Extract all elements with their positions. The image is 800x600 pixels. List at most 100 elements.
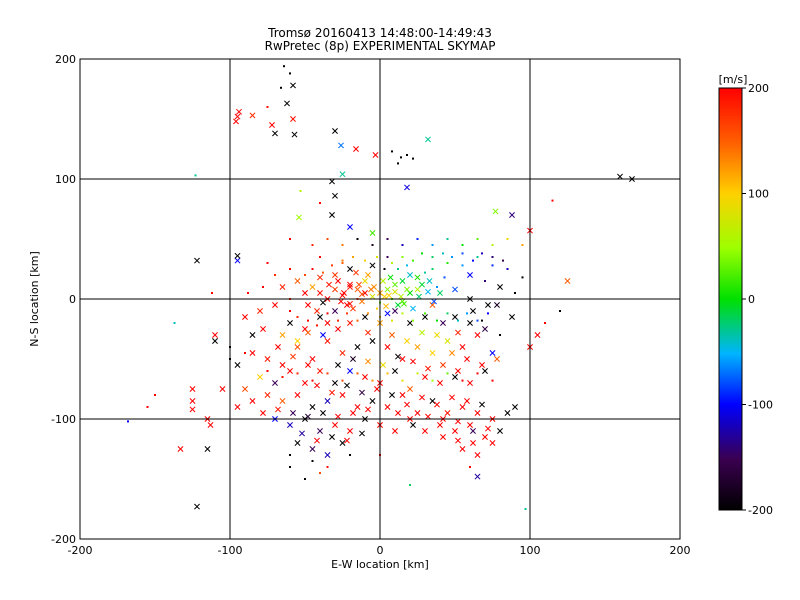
data-point-x	[434, 332, 440, 338]
data-point-x	[194, 257, 200, 264]
data-point-x	[365, 358, 371, 365]
data-point-x	[617, 173, 623, 180]
data-point-dot	[326, 312, 329, 315]
data-point-x	[429, 350, 436, 356]
data-point-x	[407, 386, 413, 392]
data-point-dot	[289, 310, 291, 312]
data-point-dot	[476, 256, 479, 258]
data-point-x	[401, 300, 407, 307]
data-point-x	[365, 272, 371, 278]
data-point-x	[354, 404, 361, 410]
data-point-x	[474, 452, 481, 458]
data-point-x	[320, 299, 326, 306]
data-point-x	[324, 338, 331, 344]
data-point-x	[449, 350, 455, 356]
data-point-dot	[424, 271, 426, 274]
data-point-x	[204, 446, 211, 452]
data-point-x	[207, 422, 214, 428]
data-point-x	[419, 394, 425, 401]
data-point-x	[324, 452, 331, 458]
data-point-x	[564, 278, 571, 284]
data-point-x	[414, 344, 421, 350]
data-point-dot	[551, 199, 554, 202]
data-point-dot	[127, 420, 129, 423]
data-point-x	[260, 326, 266, 332]
data-point-x	[362, 314, 368, 320]
data-point-x	[372, 152, 379, 158]
data-point-dot	[412, 319, 414, 322]
colorbar-tick-label: 200	[748, 82, 769, 95]
data-point-x	[369, 338, 376, 344]
data-point-dot	[319, 256, 321, 258]
data-point-dot	[491, 264, 494, 267]
data-point-x	[429, 302, 436, 308]
data-point-x	[296, 214, 302, 221]
data-point-x	[410, 422, 416, 428]
data-point-dot	[331, 264, 333, 267]
data-point-dot	[431, 268, 434, 270]
data-point-x	[317, 314, 323, 320]
data-point-x	[284, 100, 290, 107]
data-point-dot	[412, 259, 414, 262]
data-point-x	[290, 116, 296, 122]
data-point-dot	[326, 238, 329, 240]
data-point-x	[467, 380, 473, 386]
data-point-dot	[386, 256, 389, 258]
data-point-x	[392, 288, 398, 295]
data-point-dot	[451, 256, 453, 258]
data-point-x	[329, 212, 335, 218]
data-point-dot	[194, 174, 197, 177]
data-point-dot	[461, 379, 464, 382]
data-point-x	[347, 284, 353, 290]
data-point-x	[414, 274, 421, 281]
data-point-x	[305, 362, 311, 368]
data-point-x	[387, 274, 394, 281]
data-point-dot	[499, 334, 501, 336]
data-point-x	[335, 278, 341, 284]
data-point-x	[369, 293, 376, 300]
data-point-x	[440, 434, 446, 440]
data-point-x	[464, 398, 470, 404]
x-tick-label: 100	[520, 544, 541, 557]
data-point-x	[467, 320, 473, 326]
data-point-x	[234, 362, 241, 368]
data-point-x	[347, 281, 353, 288]
data-point-x	[305, 329, 311, 336]
data-point-dot	[364, 259, 366, 262]
data-point-x	[422, 428, 428, 434]
data-point-dot	[341, 244, 344, 246]
data-point-x	[353, 269, 359, 276]
data-point-x	[431, 298, 437, 305]
data-point-x	[404, 286, 410, 293]
data-point-x	[309, 404, 316, 410]
data-point-x	[294, 344, 301, 350]
data-point-dot	[446, 312, 449, 315]
data-point-x	[359, 430, 365, 437]
data-point-x	[290, 82, 296, 89]
data-point-x	[392, 308, 398, 314]
data-point-dot	[281, 376, 284, 378]
data-point-x	[347, 224, 353, 230]
data-point-dot	[146, 406, 149, 408]
data-point-x	[497, 284, 503, 290]
data-point-dot	[376, 307, 378, 310]
data-point-x	[369, 230, 376, 236]
data-point-dot	[154, 394, 156, 396]
data-point-x	[395, 353, 401, 360]
data-point-dot	[383, 268, 386, 270]
x-axis-label: E-W location [km]	[331, 558, 429, 571]
data-point-x	[177, 446, 184, 452]
data-point-x	[242, 314, 248, 320]
data-point-dot	[506, 268, 509, 270]
data-point-x	[236, 108, 242, 115]
data-point-x	[399, 356, 406, 362]
data-point-x	[381, 293, 388, 300]
data-point-x	[347, 320, 353, 326]
data-point-x	[389, 332, 395, 338]
data-point-x	[287, 320, 293, 326]
data-point-x	[354, 344, 361, 350]
data-point-x	[359, 389, 365, 396]
data-point-x	[407, 272, 413, 278]
data-point-x	[474, 332, 481, 338]
